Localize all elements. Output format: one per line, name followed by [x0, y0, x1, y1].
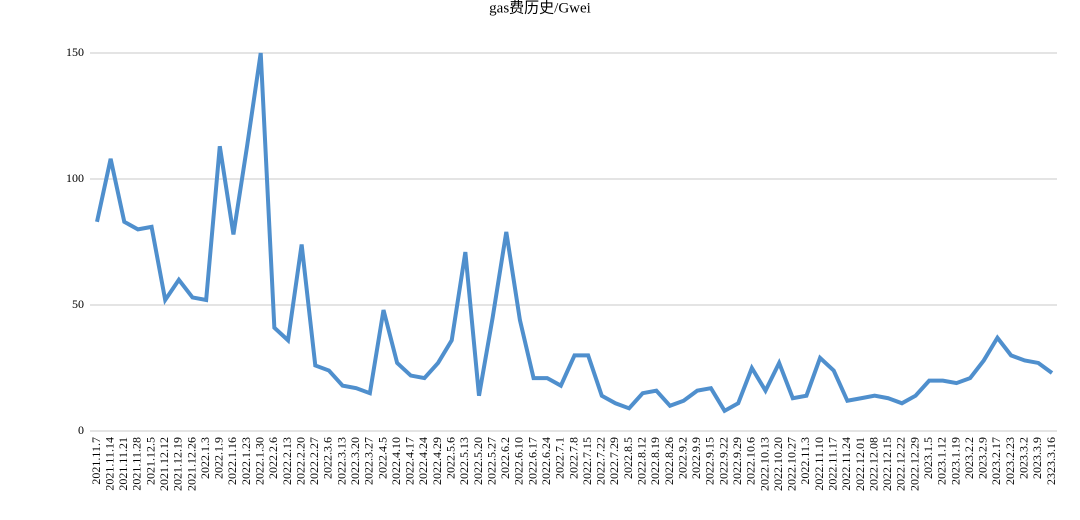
x-tick-label: 2023.2.2	[962, 437, 976, 479]
x-tick-label: 2022.9.22	[716, 437, 730, 485]
x-tick-label: 2022.7.8	[566, 437, 580, 479]
x-tick-label: 2022.9.15	[703, 437, 717, 485]
y-tick-label: 0	[78, 423, 84, 437]
x-tick-label: 2022.12.08	[866, 437, 880, 491]
x-tick-label: 2022.4.5	[375, 437, 389, 479]
x-tick-label: 2022.6.17	[525, 437, 539, 485]
x-tick-label: 2022.9.9	[689, 437, 703, 479]
x-tick-label: 2021.11.28	[130, 437, 144, 491]
data-line	[95, 52, 1054, 414]
x-tick-label: 2022.6.10	[512, 437, 526, 485]
x-tick-label: 2022.10.20	[771, 437, 785, 491]
x-tick-label: 2022.4.29	[430, 437, 444, 485]
x-tick-label: 2022.1.9	[212, 437, 226, 479]
x-tick-label: 2022.3.27	[362, 437, 376, 485]
x-tick-label: 2022.7.15	[580, 437, 594, 485]
x-tick-label: 2022.2.27	[307, 437, 321, 485]
x-tick-label: 2022.12.15	[880, 437, 894, 491]
x-tick-label: 2023.2.23	[1003, 437, 1017, 485]
x-tick-label: 2021.12.19	[171, 437, 185, 491]
x-tick-label: 2021.11.7	[89, 437, 103, 485]
x-tick-label: 2023.2.9	[976, 437, 990, 479]
x-tick-label: 2022.11.10	[812, 437, 826, 491]
x-tick-label: 2022.2.13	[280, 437, 294, 485]
x-tick-label: 2022.12.29	[907, 437, 921, 491]
x-tick-label: 2021.12.5	[143, 437, 157, 485]
chart-title: gas费历史/Gwei	[489, 0, 591, 16]
x-tick-label: 2023.3.9	[1030, 437, 1044, 479]
x-tick-label: 2022.1.30	[252, 437, 266, 485]
x-tick-label: 2023.1.19	[948, 437, 962, 485]
x-tick-label: 2022.7.29	[607, 437, 621, 485]
x-tick-label: 2022.5.13	[457, 437, 471, 485]
x-tick-label: 2021.12.12	[157, 437, 171, 491]
x-tick-label: 2022.8.19	[648, 437, 662, 485]
x-tick-label: 2023.2.17	[989, 437, 1003, 485]
x-tick-label: 2022.11.24	[839, 437, 853, 491]
x-tick-label: 2022.4.10	[389, 437, 403, 485]
x-tick-label: 2022.8.12	[634, 437, 648, 485]
x-tick-label: 2022.12.22	[894, 437, 908, 491]
x-tick-label: 2022.4.24	[416, 437, 430, 485]
x-tick-label: 2022.1.16	[225, 437, 239, 485]
x-tick-label: 2022.8.26	[662, 437, 676, 485]
x-tick-label: 2022.2.20	[293, 437, 307, 485]
x-tick-label: 2022.12.01	[853, 437, 867, 491]
x-tick-label: 2022.1.3	[198, 437, 212, 479]
x-tick-label: 2022.3.13	[334, 437, 348, 485]
x-tick-label: 2022.1.23	[239, 437, 253, 485]
x-tick-label: 2022.6.2	[498, 437, 512, 479]
x-tick-label: 2022.2.6	[266, 437, 280, 479]
x-tick-label: 2022.8.5	[621, 437, 635, 479]
y-tick-label: 150	[66, 45, 84, 59]
x-tick-label: 2022.11.17	[825, 437, 839, 491]
y-tick-label: 50	[72, 297, 84, 311]
x-tick-label: 2021.12.26	[184, 437, 198, 491]
x-tick-label: 2323.3.16	[1044, 437, 1058, 485]
x-tick-label: 2022.5.20	[471, 437, 485, 485]
x-tick-label: 2022.6.24	[539, 437, 553, 485]
x-tick-label: 2022.7.22	[594, 437, 608, 485]
x-tick-label: 2022.11.3	[798, 437, 812, 485]
x-tick-label: 2023.3.2	[1016, 437, 1030, 479]
x-tick-label: 2022.10.6	[744, 437, 758, 485]
x-tick-label: 2022.10.13	[757, 437, 771, 491]
x-tick-label: 2022.7.1	[553, 437, 567, 479]
x-tick-label: 2022.4.17	[403, 437, 417, 485]
x-tick-label: 2022.5.6	[443, 437, 457, 479]
x-tick-label: 2022.9.2	[675, 437, 689, 479]
x-tick-label: 2022.5.27	[484, 437, 498, 485]
x-tick-label: 2023.1.12	[935, 437, 949, 485]
x-tick-label: 2022.3.6	[321, 437, 335, 479]
x-tick-label: 2023.1.5	[921, 437, 935, 479]
x-tick-label: 2022.10.27	[785, 437, 799, 491]
x-tick-label: 2021.11.21	[116, 437, 130, 491]
y-tick-label: 100	[66, 171, 84, 185]
x-tick-label: 2022.9.29	[730, 437, 744, 485]
x-tick-label: 2021.11.14	[102, 437, 116, 491]
x-tick-label: 2022.3.20	[348, 437, 362, 485]
